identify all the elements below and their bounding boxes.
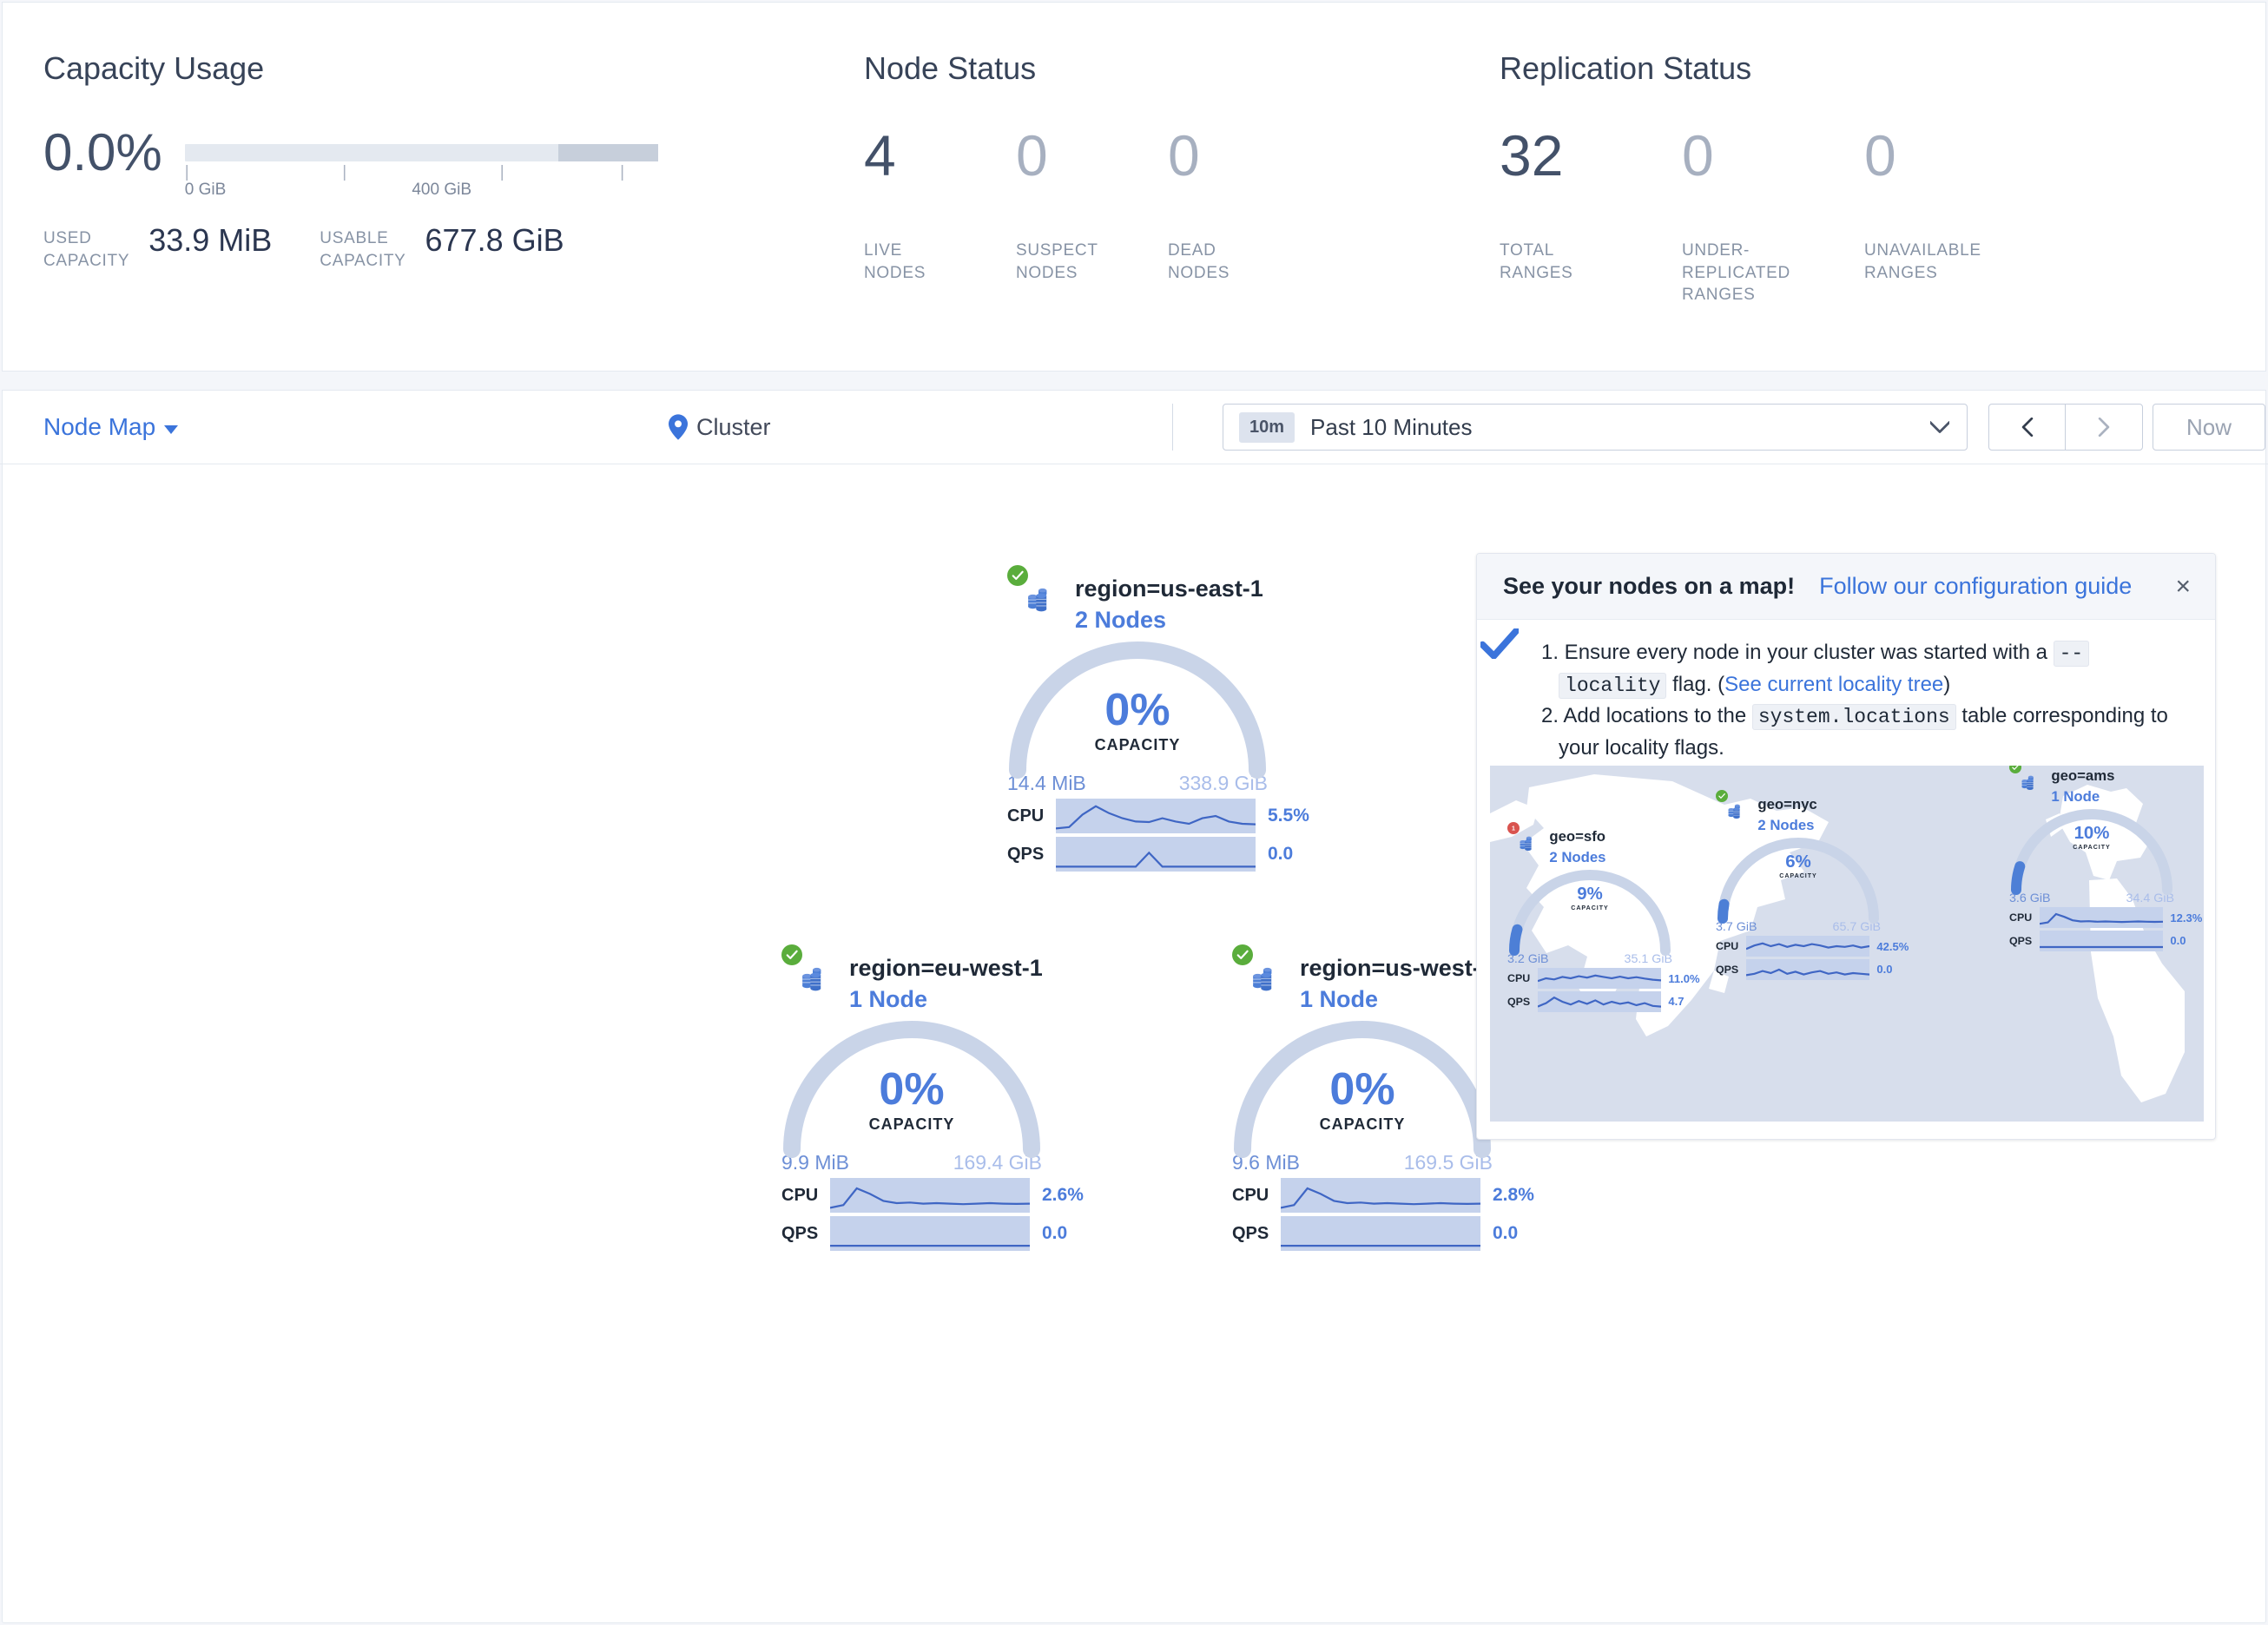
svg-text:1: 1 bbox=[1512, 826, 1515, 832]
